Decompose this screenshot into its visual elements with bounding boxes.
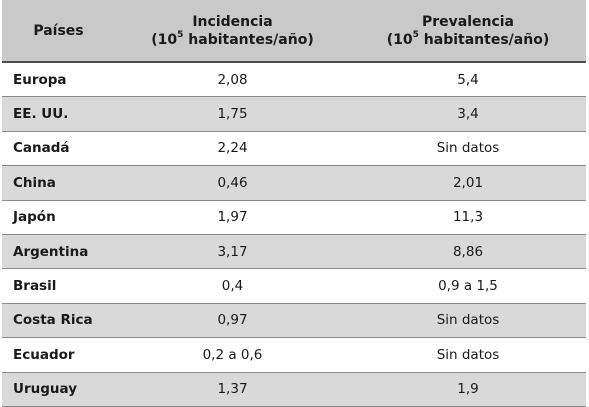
prevalence-cell: 5,4 bbox=[350, 62, 586, 98]
prevalence-cell: Sin datos bbox=[350, 337, 586, 373]
incidence-cell: 0,2 a 0,6 bbox=[115, 337, 350, 373]
prevalence-cell: 11,3 bbox=[350, 200, 586, 235]
prevalence-cell: 3,4 bbox=[350, 96, 586, 132]
header-incidence-unit-exp: 5 bbox=[177, 29, 184, 40]
table-row: Ecuador 0,2 a 0,6 Sin datos bbox=[2, 337, 586, 373]
incidence-cell: 2,08 bbox=[115, 62, 350, 98]
prevalence-cell: 2,01 bbox=[350, 165, 586, 201]
incidence-cell: 0,46 bbox=[115, 165, 350, 201]
table-row: Canadá 2,24 Sin datos bbox=[2, 131, 586, 167]
table-row: Europa 2,08 5,4 bbox=[2, 62, 586, 98]
incidence-cell: 0,97 bbox=[115, 303, 350, 339]
incidence-cell: 0,4 bbox=[115, 268, 350, 304]
country-cell: Europa bbox=[2, 62, 115, 98]
country-cell: Costa Rica bbox=[2, 303, 115, 339]
header-incidence-title: Incidencia bbox=[192, 13, 273, 30]
header-countries: Países bbox=[2, 0, 115, 63]
incidence-cell: 2,24 bbox=[115, 131, 350, 167]
header-prevalence-unit: (105 habitantes/año) bbox=[350, 29, 586, 49]
country-cell: Uruguay bbox=[2, 372, 115, 407]
header-prevalence-unit-suffix: habitantes/año) bbox=[418, 31, 550, 48]
country-cell: Argentina bbox=[2, 234, 115, 270]
header-row: Países Incidencia (105 habitantes/año) P… bbox=[2, 0, 586, 63]
prevalence-cell: 0,9 a 1,5 bbox=[350, 268, 586, 304]
table-row: EE. UU. 1,75 3,4 bbox=[2, 96, 586, 132]
prevalence-cell: 1,9 bbox=[350, 372, 586, 407]
table-row: Costa Rica 0,97 Sin datos bbox=[2, 303, 586, 339]
table-row: Argentina 3,17 8,86 bbox=[2, 234, 586, 270]
header-prevalence-unit-exp: 5 bbox=[412, 29, 419, 40]
header-prevalence: Prevalencia (105 habitantes/año) bbox=[350, 0, 586, 63]
table-row: China 0,46 2,01 bbox=[2, 165, 586, 201]
header-incidence-unit-prefix: (10 bbox=[151, 31, 178, 48]
header-incidence-unit-suffix: habitantes/año) bbox=[183, 31, 314, 48]
header-prevalence-unit-prefix: (10 bbox=[386, 31, 413, 48]
prevalence-cell: Sin datos bbox=[350, 303, 586, 339]
incidence-cell: 3,17 bbox=[115, 234, 350, 270]
country-cell: EE. UU. bbox=[2, 96, 115, 132]
prevalence-cell: 8,86 bbox=[350, 234, 586, 270]
incidence-cell: 1,75 bbox=[115, 96, 350, 132]
header-incidence-unit: (105 habitantes/año) bbox=[115, 29, 350, 49]
incidence-cell: 1,97 bbox=[115, 200, 350, 235]
table-header: Países Incidencia (105 habitantes/año) P… bbox=[2, 0, 586, 63]
table-row: Brasil 0,4 0,9 a 1,5 bbox=[2, 268, 586, 304]
table-row: Japón 1,97 11,3 bbox=[2, 200, 586, 235]
header-incidence: Incidencia (105 habitantes/año) bbox=[115, 0, 350, 63]
table-body: Europa 2,08 5,4 EE. UU. 1,75 3,4 Canadá … bbox=[2, 62, 586, 407]
country-cell: China bbox=[2, 165, 115, 201]
incidence-cell: 1,37 bbox=[115, 372, 350, 407]
country-cell: Canadá bbox=[2, 131, 115, 167]
country-cell: Japón bbox=[2, 200, 115, 235]
table-row: Uruguay 1,37 1,9 bbox=[2, 372, 586, 407]
country-cell: Brasil bbox=[2, 268, 115, 304]
country-cell: Ecuador bbox=[2, 337, 115, 373]
header-prevalence-title: Prevalencia bbox=[421, 13, 515, 30]
prevalence-cell: Sin datos bbox=[350, 131, 586, 167]
header-countries-label: Países bbox=[33, 22, 84, 39]
